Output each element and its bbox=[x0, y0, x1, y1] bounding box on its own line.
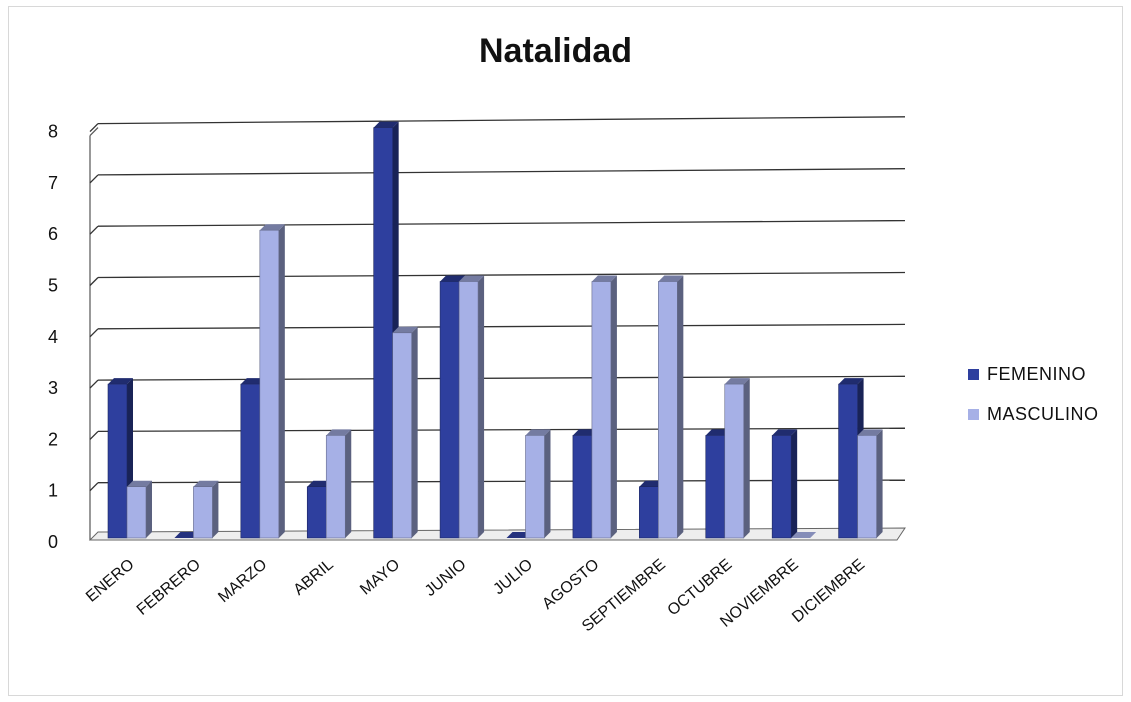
bar-masculino-mayo bbox=[392, 326, 418, 539]
bar-masculino-diciembre bbox=[857, 429, 883, 539]
gridline-side bbox=[89, 482, 99, 492]
gridline bbox=[97, 219, 906, 227]
gridline bbox=[97, 168, 906, 176]
legend-item-masculino: MASCULINO bbox=[968, 394, 1099, 434]
y-tick-label: 2 bbox=[48, 429, 58, 449]
legend-label-masculino: MASCULINO bbox=[987, 403, 1099, 424]
x-tick-label: MAYO bbox=[357, 556, 403, 599]
y-tick-label: 4 bbox=[48, 327, 58, 347]
gridline-side bbox=[89, 123, 99, 133]
x-tick-label: DICIEMBRE bbox=[789, 556, 868, 626]
legend: FEMENINO MASCULINO bbox=[968, 354, 1099, 434]
bar-masculino-febrero bbox=[193, 480, 219, 539]
x-tick-label: ABRIL bbox=[290, 556, 336, 599]
bar-masculino-noviembre bbox=[791, 532, 817, 538]
axis-corner bbox=[89, 127, 99, 137]
legend-swatch-femenino bbox=[968, 368, 979, 380]
y-tick-label: 5 bbox=[48, 276, 58, 296]
legend-label-femenino: FEMENINO bbox=[987, 363, 1087, 384]
gridline bbox=[97, 427, 906, 433]
x-tick-label: AGOSTO bbox=[539, 556, 602, 613]
gridline-side bbox=[89, 430, 99, 440]
bar-masculino-abril bbox=[325, 429, 352, 539]
gridlines bbox=[88, 116, 906, 541]
bar-masculino-junio bbox=[458, 275, 485, 539]
gridline bbox=[97, 479, 906, 484]
y-tick-label: 1 bbox=[48, 481, 58, 501]
bar-masculino-agosto bbox=[591, 275, 617, 539]
x-tick-label: JUNIO bbox=[422, 556, 470, 600]
x-tick-label: MARZO bbox=[215, 556, 270, 606]
gridline-side bbox=[89, 225, 99, 235]
x-tick-label: JULIO bbox=[490, 556, 536, 598]
y-tick-label: 8 bbox=[48, 122, 58, 142]
x-tick-label: ENERO bbox=[83, 556, 138, 606]
y-axis-ticks: 0 1 2 3 4 5 6 7 8 bbox=[48, 122, 58, 552]
bar-masculino-enero bbox=[126, 480, 152, 539]
bar-femenino-noviembre bbox=[771, 429, 798, 539]
chart-title: Natalidad bbox=[479, 32, 633, 70]
bars bbox=[107, 121, 883, 539]
gridline bbox=[97, 323, 906, 330]
chart-floor bbox=[88, 527, 906, 541]
y-tick-label: 3 bbox=[48, 378, 58, 398]
x-tick-label: OCTUBRE bbox=[664, 556, 735, 619]
gridline-side bbox=[89, 379, 99, 389]
gridline-side bbox=[89, 174, 99, 184]
x-tick-label: FEBRERO bbox=[134, 556, 204, 619]
gridline bbox=[97, 271, 906, 279]
y-tick-label: 6 bbox=[48, 224, 58, 244]
gridline-side bbox=[89, 328, 99, 338]
y-tick-label: 0 bbox=[48, 532, 58, 552]
bar-masculino-julio bbox=[525, 429, 551, 539]
y-tick-label: 7 bbox=[48, 173, 58, 193]
bar-masculino-marzo bbox=[259, 224, 285, 539]
chart-frame bbox=[8, 6, 1123, 696]
gridline bbox=[97, 375, 906, 381]
legend-item-femenino: FEMENINO bbox=[968, 354, 1099, 394]
legend-swatch-masculino bbox=[968, 408, 979, 420]
gridline-side bbox=[89, 277, 99, 286]
gridline bbox=[97, 116, 906, 125]
bar-masculino-septiembre bbox=[658, 275, 684, 539]
bar-masculino-octubre bbox=[724, 378, 750, 539]
